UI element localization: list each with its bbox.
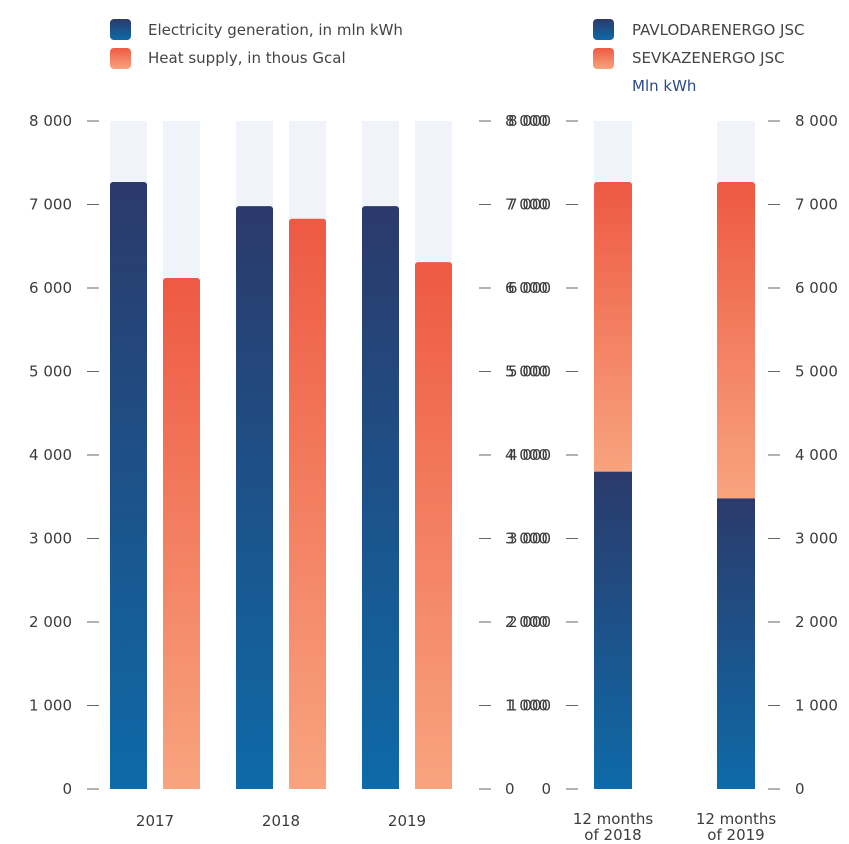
y-tick-label: 5 000 [508, 363, 551, 381]
legend-right: PAVLODARENERGO JSC SEVKAZENERGO JSC Mln … [593, 19, 804, 95]
bar-base [110, 187, 147, 789]
legend-left: Electricity generation, in mln kWh Heat … [110, 19, 403, 69]
legend-label-pavlodarenergo: PAVLODARENERGO JSC [632, 21, 804, 39]
y-tick-label: 2 000 [795, 613, 838, 631]
x-tick-label-line: of 2018 [584, 826, 641, 844]
legend-label-sevkazenergo: SEVKAZENERGO JSC [632, 49, 785, 67]
y-tick-label: 4 000 [505, 446, 548, 464]
y-tick-label: 2 000 [29, 613, 72, 631]
x-tick-label-line: of 2019 [707, 826, 764, 844]
y-tick-label: 5 000 [795, 363, 838, 381]
y-tick-label: 6 000 [795, 279, 838, 297]
y-tick-label: 6 000 [508, 279, 551, 297]
x-tick-label: 12 months of 2019 [696, 810, 777, 844]
x-tick-label-line: 12 months [696, 810, 777, 828]
bar-base [289, 224, 326, 789]
y-tick-label: 3 000 [29, 530, 72, 548]
y-tick-label: 7 000 [29, 196, 72, 214]
y-tick-label: 1 000 [795, 697, 838, 715]
legend-label-heat: Heat supply, in thous Gcal [148, 49, 346, 67]
bars [110, 121, 755, 790]
y-tick-label: 8 000 [29, 112, 72, 130]
y-tick-label: 8 000 [795, 112, 838, 130]
y-tick-label: 4 000 [795, 446, 838, 464]
y-tick-label: 7 000 [505, 196, 548, 214]
legend-swatch-heat [110, 48, 131, 69]
y-tick-label: 4 000 [29, 446, 72, 464]
y-tick-label: 0 [505, 780, 515, 798]
axes: 0 1 000 2 000 3 000 4 000 5 000 6 000 7 000 8 00… [29, 112, 838, 798]
y-tick-label: 6 000 [29, 279, 72, 297]
stack-segment-pavlodarenergo [717, 498, 755, 789]
legend-swatch-sevkazenergo [593, 48, 614, 69]
legend-label-electricity: Electricity generation, in mln kWh [148, 21, 403, 39]
y-tick-label: 2 000 [508, 613, 551, 631]
bar-base [415, 268, 452, 789]
stack-segment-pavlodarenergo [594, 471, 632, 789]
y-tick-label: 3 000 [508, 530, 551, 548]
y-tick-label: 7 000 [508, 196, 551, 214]
right-unit-label: Mln kWh [632, 77, 696, 95]
y-tick-label: 1 000 [505, 697, 548, 715]
bar-base [236, 212, 273, 790]
y-tick-label: 2 000 [505, 613, 548, 631]
y-tick-label: 0 [795, 780, 805, 798]
y-tick-label: 3 000 [795, 530, 838, 548]
y-tick-label: 8 000 [505, 112, 548, 130]
y-tick-label: 5 000 [505, 363, 548, 381]
bar-base [163, 283, 200, 789]
x-tick-label: 12 months of 2018 [573, 810, 654, 844]
x-tick-label: 2017 [136, 812, 174, 830]
x-tick-label: 2018 [262, 812, 300, 830]
y-tick-label: 1 000 [29, 697, 72, 715]
y-tick-label: 0 [62, 780, 72, 798]
y-tick-label: 8 000 [508, 112, 551, 130]
legend-swatch-electricity [110, 19, 131, 40]
bar-base [362, 212, 399, 790]
x-tick-label-line: 12 months [573, 810, 654, 828]
y-tick-label: 5 000 [29, 363, 72, 381]
stack-segment-sevkazenergo-base [594, 187, 632, 472]
y-tick-label: 0 [541, 780, 551, 798]
y-tick-label: 7 000 [795, 196, 838, 214]
legend-swatch-pavlodarenergo [593, 19, 614, 40]
y-tick-label: 6 000 [505, 279, 548, 297]
y-tick-label: 3 000 [505, 530, 548, 548]
stack-segment-sevkazenergo-base [717, 187, 755, 499]
x-tick-label: 2019 [388, 812, 426, 830]
y-tick-label: 4 000 [508, 446, 551, 464]
y-tick-label: 1 000 [508, 697, 551, 715]
